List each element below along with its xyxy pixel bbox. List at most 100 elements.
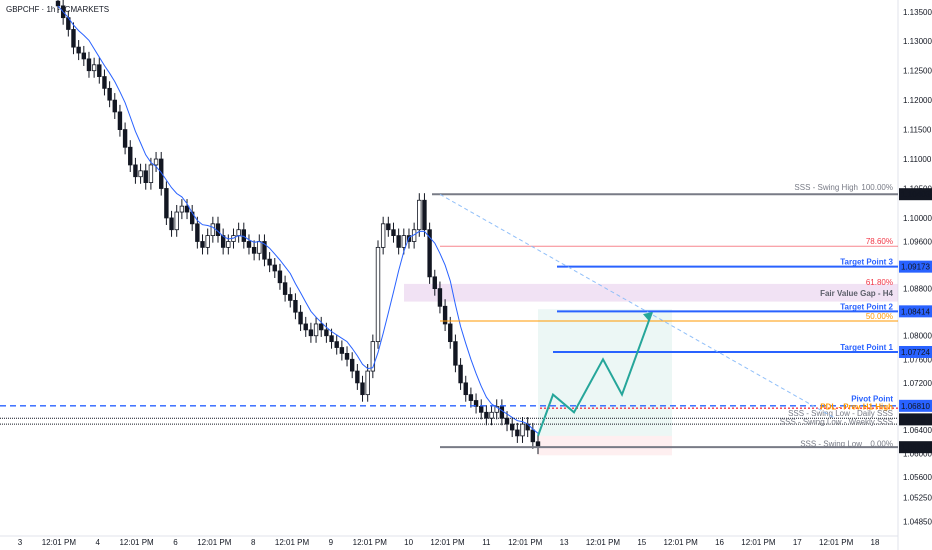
time-tick-label: 6: [173, 538, 178, 547]
candle-body: [169, 217, 174, 231]
candle-body: [288, 294, 293, 301]
candle-body: [210, 223, 216, 237]
time-tick-label: 12:01 PM: [197, 538, 232, 547]
candle-body: [494, 406, 499, 413]
price-label-box: [899, 260, 932, 273]
candle-body: [432, 276, 437, 290]
candle-body: [530, 429, 536, 443]
price-tick-label: 1.05600: [903, 473, 932, 482]
price-tick-label: 1.11000: [903, 155, 932, 164]
candle-body: [308, 329, 314, 337]
candle-body: [257, 241, 262, 254]
candle-body: [375, 246, 381, 343]
projection-path[interactable]: [537, 311, 653, 437]
time-tick-label: 16: [715, 538, 724, 547]
level-lines[interactable]: SSS - Swing High 100.00% 78.60% Target Poin…: [0, 183, 898, 449]
candle-body: [97, 64, 102, 77]
fib-50-label: 50.00%: [866, 312, 893, 321]
chart-zones: [404, 283, 898, 456]
fair-value-gap-zone: [404, 283, 898, 302]
candle-body: [504, 417, 510, 425]
candles: [55, 0, 541, 455]
candle-body: [468, 394, 474, 401]
candle-body: [128, 146, 133, 166]
price-label-text: 1.10403: [901, 190, 930, 199]
candle-body: [102, 76, 107, 89]
candle-body: [380, 223, 386, 248]
fair-value-gap-label: Fair Value Gap - H4: [820, 289, 893, 298]
prev-h1-high-label: PDL - Prev H1 High: [820, 403, 893, 412]
price-label-text: 27:28: [905, 415, 926, 424]
price-label-box: [899, 345, 932, 358]
chart-title: GBPCHF · 1h · ICMARKETS: [6, 5, 109, 14]
candle-body: [339, 347, 345, 354]
candle-body: [236, 229, 241, 237]
candle-body: [422, 199, 427, 231]
candle-body: [473, 400, 479, 407]
candle-body: [117, 111, 123, 130]
candle-body: [174, 211, 179, 231]
price-tick-label: 1.08000: [903, 332, 932, 341]
time-tick-label: 12:01 PM: [741, 538, 776, 547]
candle-body: [355, 370, 360, 384]
price-tick-label: 1.09600: [903, 237, 932, 246]
candle-body: [334, 341, 339, 348]
pivot-point-label: Pivot Point: [851, 394, 893, 403]
candle-body: [293, 299, 298, 313]
time-axis[interactable]: 3 12:01 PM 4 12:01 PM 6 12:01 PM 8 12:01 PM 9 12:…: [18, 538, 880, 547]
candle-body: [329, 335, 334, 343]
candle-body: [143, 170, 148, 183]
fib-618-label: 61.80%: [866, 278, 893, 287]
price-tick-label: 1.13000: [903, 37, 932, 46]
candle-body: [458, 364, 463, 384]
price-tick-label: 1.05250: [903, 494, 932, 503]
target-point-2-label: Target Point 2: [840, 302, 893, 311]
price-axis[interactable]: 1.13500 1.13000 1.12500 1.12000 1.11500 1.110…: [899, 8, 932, 526]
candle-body: [484, 411, 489, 419]
time-tick-label: 12:01 PM: [819, 538, 854, 547]
price-label-box: [899, 441, 932, 454]
candle-body: [184, 205, 190, 213]
candle-body: [81, 52, 87, 60]
candle-body: [442, 305, 448, 325]
candle-body: [107, 87, 112, 101]
candle-body: [122, 129, 128, 148]
candle-body: [272, 264, 277, 272]
trend-line[interactable]: [439, 193, 836, 419]
chart-grid: [0, 0, 899, 550]
price-tick-label: 1.07600: [903, 355, 932, 364]
candle-body: [205, 235, 210, 248]
candle-body: [401, 235, 407, 248]
candle-body: [324, 329, 329, 337]
candle-body: [349, 358, 355, 372]
time-tick-label: 12:01 PM: [586, 538, 621, 547]
candle-body: [86, 58, 92, 72]
candle-body: [153, 158, 159, 166]
time-tick-label: 15: [637, 538, 646, 547]
candle-body: [251, 246, 257, 254]
price-tick-label: 1.08800: [903, 285, 932, 294]
time-tick-label: 11: [482, 538, 491, 547]
time-tick-label: 17: [793, 538, 802, 547]
price-tick-label: 1.10000: [903, 214, 932, 223]
time-tick-label: 8: [251, 538, 256, 547]
candle-body: [520, 423, 525, 437]
time-tick-label: 10: [404, 538, 413, 547]
candle-body: [133, 164, 138, 178]
candle-body: [479, 406, 484, 413]
candle-body: [215, 223, 221, 237]
candle-body: [515, 429, 520, 437]
candle-body: [277, 270, 283, 284]
candle-body: [370, 341, 376, 372]
swing-low-weekly-label: SSS - Swing Low - Weekly SSS: [780, 417, 893, 426]
candle-body: [437, 288, 443, 307]
candle-body: [453, 341, 458, 366]
candle-body: [489, 411, 494, 419]
projection[interactable]: [537, 311, 653, 437]
price-tick-label: 1.13500: [903, 8, 932, 17]
long-position-stop-zone: [538, 435, 672, 456]
candle-body: [365, 370, 370, 396]
time-tick-label: 12:01 PM: [508, 538, 543, 547]
candle-body: [164, 188, 169, 219]
